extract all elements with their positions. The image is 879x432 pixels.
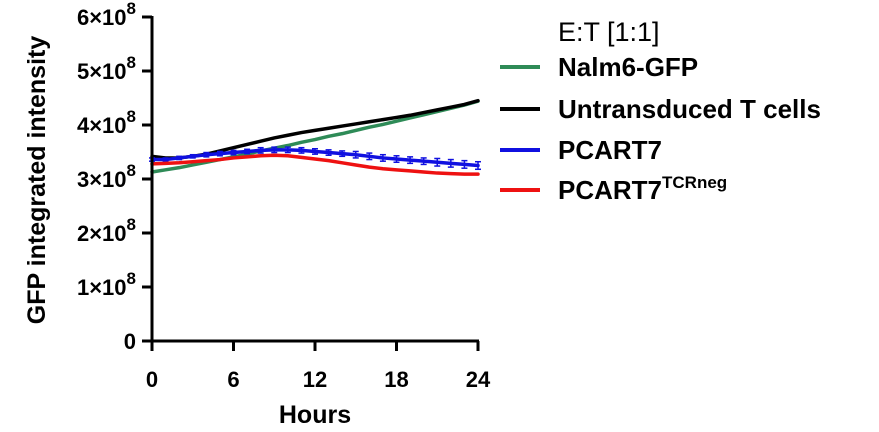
series-3 — [150, 153, 480, 176]
y-tick-label-exponent: 8 — [127, 161, 136, 180]
x-axis-title: Hours — [279, 401, 351, 429]
legend-item: Untransduced T cells — [500, 94, 821, 124]
plot-marks — [149, 98, 481, 176]
y-tick-label: 1×108 — [77, 269, 136, 300]
legend-item: PCART7TCRneg — [500, 173, 727, 205]
y-tick-label-base: 1×10 — [77, 275, 127, 300]
legend-title: E:T [1:1] — [558, 17, 660, 47]
legend-label: Untransduced T cells — [558, 94, 821, 124]
y-tick-label-exponent: 8 — [127, 107, 136, 126]
y-tick-label-exponent: 8 — [127, 0, 136, 18]
legend-label-name: PCART7 — [558, 135, 662, 165]
y-tick-label: 6×108 — [77, 0, 136, 30]
axes — [150, 16, 479, 343]
legend-label: PCART7TCRneg — [558, 173, 727, 205]
x-tick-label: 18 — [384, 367, 408, 392]
y-tick-label-base: 4×10 — [77, 113, 127, 138]
legend-item: Nalm6-GFP — [500, 52, 698, 82]
legend-label: Nalm6-GFP — [558, 52, 698, 82]
y-tick-label-exponent: 8 — [127, 269, 136, 288]
x-tick-label: 12 — [303, 367, 327, 392]
legend-label-name: Untransduced T cells — [558, 94, 821, 124]
legend-label-name: PCART7 — [558, 175, 662, 205]
y-tick-label-base: 5×10 — [77, 59, 127, 84]
x-tick-label: 6 — [227, 367, 239, 392]
y-tick-label: 0 — [124, 329, 136, 354]
y-tick-label-exponent: 8 — [127, 53, 136, 72]
y-axis-title: GFP integrated intensity — [23, 36, 51, 325]
y-tick-label: 4×108 — [77, 107, 136, 138]
series-line — [150, 153, 480, 176]
legend-label: PCART7 — [558, 135, 662, 165]
y-tick-label-base: 0 — [124, 329, 136, 354]
x-tick-label: 24 — [466, 367, 491, 392]
legend-label-name: Nalm6-GFP — [558, 52, 698, 82]
legend-item: PCART7 — [500, 135, 662, 165]
y-tick-label-exponent: 8 — [127, 215, 136, 234]
series-line — [150, 148, 480, 168]
y-tick-label: 2×108 — [77, 215, 136, 246]
x-tick-label: 0 — [146, 367, 158, 392]
legend-label-superscript: TCRneg — [662, 173, 727, 192]
legend: E:T [1:1] Nalm6-GFP Untransduced T cells P… — [500, 17, 821, 205]
y-tick-label-base: 2×10 — [77, 221, 127, 246]
y-tick-label-base: 6×10 — [77, 5, 127, 30]
y-tick-label: 5×108 — [77, 53, 136, 84]
series-2 — [149, 146, 481, 171]
y-tick-label-base: 3×10 — [77, 167, 127, 192]
y-tick-label: 3×108 — [77, 161, 136, 192]
